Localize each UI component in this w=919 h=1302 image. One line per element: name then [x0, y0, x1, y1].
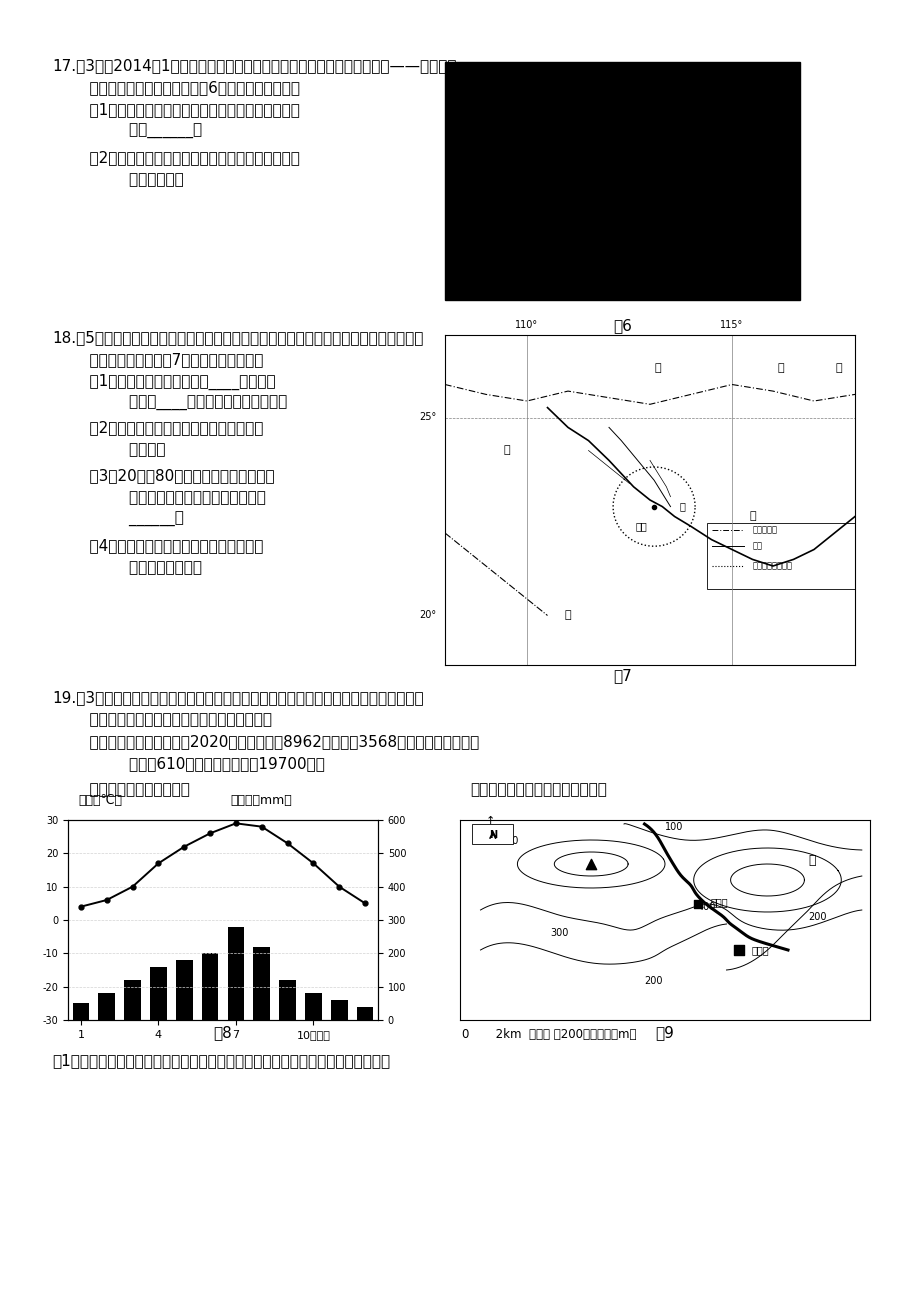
- Text: ↑: ↑: [485, 815, 495, 825]
- Text: 200: 200: [808, 911, 826, 922]
- Bar: [445, 62, 800, 299]
- Text: 图9: 图9: [655, 1025, 674, 1040]
- Bar: [150, 966, 166, 1019]
- Point: [731, 940, 745, 961]
- Text: 出相关资料。阅读资料，完成下列问题探究。: 出相关资料。阅读资料，完成下列问题探究。: [70, 712, 272, 727]
- Bar: [176, 960, 192, 1019]
- Text: （3）20世纪80年代以来，珠江三角洲粮: （3）20世纪80年代以来，珠江三角洲粮: [70, 467, 275, 483]
- Text: （2）从地理位置分析珠江三角洲发展经济: （2）从地理位置分析珠江三角洲发展经济: [70, 421, 263, 435]
- Text: 100: 100: [664, 822, 683, 832]
- Text: 115°: 115°: [720, 320, 743, 329]
- Text: 110°: 110°: [515, 320, 538, 329]
- Point: [584, 854, 598, 875]
- Text: （1）我国四个南极科考站中，昆仑站气温最低，原: （1）我国四个南极科考站中，昆仑站气温最低，原: [70, 102, 300, 117]
- Bar: [253, 947, 270, 1019]
- Text: 图6: 图6: [612, 318, 631, 333]
- Text: 气温（℃）: 气温（℃）: [78, 794, 122, 807]
- Bar: [227, 927, 244, 1019]
- Text: 0       2km  ～河流 ～200～等高线（m）: 0 2km ～河流 ～200～等高线（m）: [461, 1029, 636, 1042]
- Bar: [707, 523, 858, 589]
- Text: 25°: 25°: [419, 413, 437, 423]
- Text: 图8: 图8: [213, 1025, 233, 1040]
- Text: 丙: 丙: [777, 363, 784, 372]
- Bar: [305, 993, 322, 1019]
- Text: 400: 400: [501, 836, 519, 846]
- Text: （1）考察时，同学们了解到龙潭村附近河段夏季多洪涝灾害。请你帮忙探究原因。: （1）考察时，同学们了解到龙潭村附近河段夏季多洪涝灾害。请你帮忙探究原因。: [52, 1053, 390, 1068]
- Text: 甲: 甲: [503, 445, 509, 456]
- Text: （4）与珠江三角洲相比，江西省经济发展: （4）与珠江三角洲相比，江西省经济发展: [70, 538, 263, 553]
- Text: N: N: [488, 829, 496, 840]
- Text: 有哪些优势条件？: 有哪些优势条件？: [90, 560, 202, 575]
- Bar: [73, 1004, 89, 1019]
- Text: 澳门: 澳门: [635, 521, 647, 531]
- Bar: [278, 980, 296, 1019]
- Text: 的优势。: 的优势。: [90, 441, 165, 457]
- Text: 港: 港: [679, 501, 685, 512]
- Bar: [124, 980, 141, 1019]
- Bar: [201, 953, 218, 1019]
- Text: 江三角洲位置图（图7），完成下列问题。: 江三角洲位置图（图7），完成下列问题。: [70, 352, 263, 367]
- Text: 西省，____地所在省区与越南接壤。: 西省，____地所在省区与越南接壤。: [90, 396, 287, 411]
- Text: 材料二：新平镇气候资料: 材料二：新平镇气候资料: [70, 783, 189, 797]
- Text: 材料一：龙潭村耕地面积2020亩，山林面积8962亩，人口3568人，其中常年外出务: 材料一：龙潭村耕地面积2020亩，山林面积8962亩，人口3568人，其中常年外…: [70, 734, 479, 749]
- Bar: [98, 993, 115, 1019]
- Text: 200: 200: [644, 976, 663, 986]
- Text: 19.（3分）赣北某中学地理学习小组在老师的带领下对龙潭村进行野外考察，获取并整理: 19.（3分）赣北某中学地理学习小组在老师的带领下对龙潭村进行野外考察，获取并整…: [52, 690, 423, 704]
- Text: （2）我国科考队员赴南极地区建科考站需要克服哪: （2）我国科考队员赴南极地区建科考站需要克服哪: [70, 150, 300, 165]
- Text: 工人口610人，人均年收入约19700元。: 工人口610人，人均年收入约19700元。: [90, 756, 324, 771]
- Text: 读我国南极科考站分布图（图6），完成下列问题。: 读我国南极科考站分布图（图6），完成下列问题。: [70, 79, 300, 95]
- Text: 400: 400: [697, 902, 715, 911]
- Bar: [357, 1006, 373, 1019]
- Text: 些自然障碍？: 些自然障碍？: [90, 172, 184, 187]
- Text: 17.（3分）2014年1月，我国克服各种障碍，在南极建立第四个科学考察站——泰山站。: 17.（3分）2014年1月，我国克服各种障碍，在南极建立第四个科学考察站——泰…: [52, 59, 456, 73]
- Text: 丁: 丁: [834, 363, 841, 372]
- Text: 珠江三角洲范围界: 珠江三角洲范围界: [752, 561, 791, 570]
- Text: （1）甲、乙、丙、丁四地，____地位于江: （1）甲、乙、丙、丁四地，____地位于江: [70, 374, 276, 391]
- Text: 20°: 20°: [419, 611, 437, 621]
- Text: 新平镇: 新平镇: [750, 945, 768, 954]
- Text: 龙潭村: 龙潭村: [709, 897, 727, 907]
- Text: 300: 300: [550, 928, 568, 937]
- Text: 材料三：新平镇（部分）等高线图: 材料三：新平镇（部分）等高线图: [470, 783, 607, 797]
- Bar: [471, 824, 513, 844]
- Text: 18.（5分）改革开放以来，珠江三角洲成为我国经济发展最快和最富裕的地区之一。读珠: 18.（5分）改革开放以来，珠江三角洲成为我国经济发展最快和最富裕的地区之一。读…: [52, 329, 423, 345]
- Text: 甲: 甲: [808, 854, 815, 867]
- Text: 省（区）界: 省（区）界: [752, 525, 777, 534]
- Text: 海: 海: [748, 512, 755, 522]
- Text: 乙: 乙: [654, 363, 661, 372]
- Point: [689, 893, 704, 914]
- Text: 食种植面积不断减少，主要原因是: 食种植面积不断减少，主要原因是: [90, 490, 266, 505]
- Bar: [331, 1000, 347, 1019]
- Text: 图7: 图7: [612, 668, 631, 684]
- Text: 南: 南: [564, 611, 571, 621]
- Text: 降水量（mm）: 降水量（mm）: [230, 794, 291, 807]
- Text: ______。: ______。: [90, 512, 184, 527]
- Text: 因是______。: 因是______。: [90, 124, 202, 139]
- Text: 河流: 河流: [752, 542, 762, 551]
